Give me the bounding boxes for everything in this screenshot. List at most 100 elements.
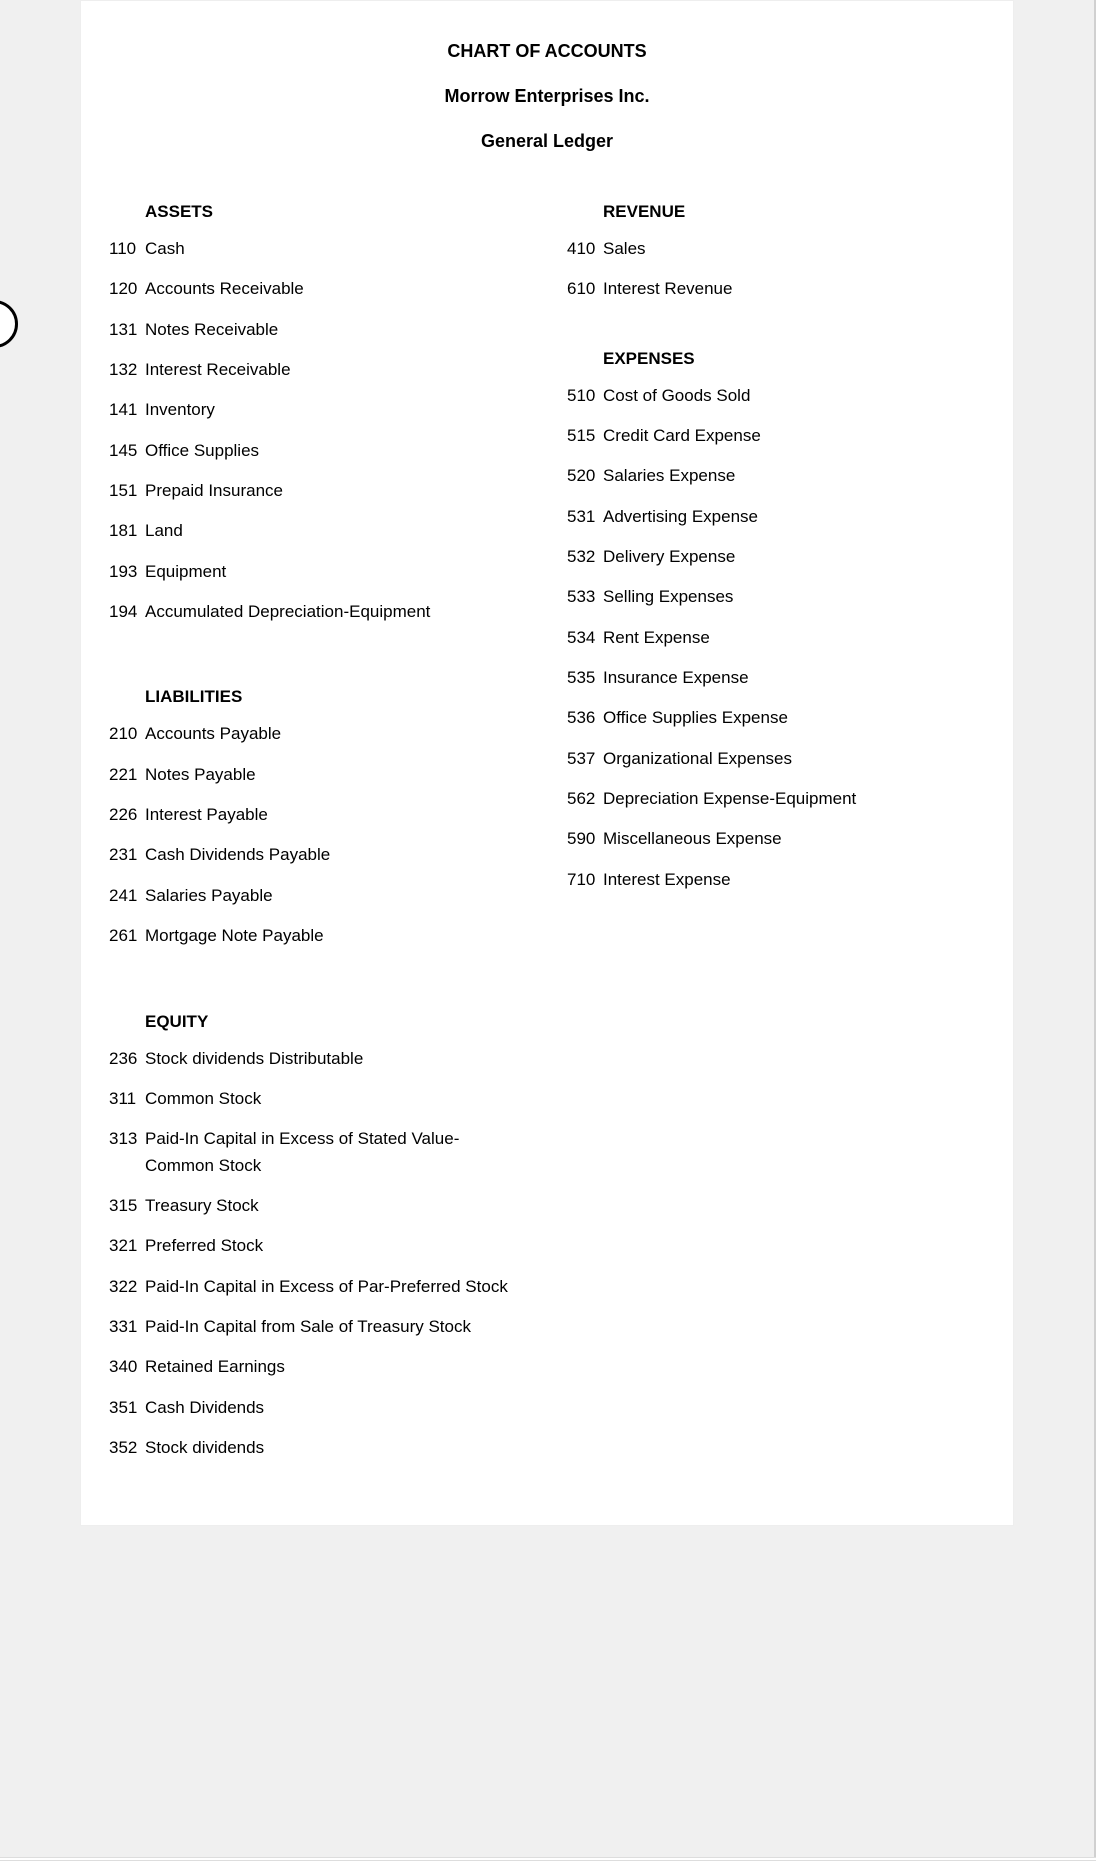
- account-number: 313: [109, 1126, 145, 1152]
- account-number: 537: [567, 746, 603, 772]
- account-number: 710: [567, 867, 603, 893]
- account-row: 110Cash: [109, 236, 527, 262]
- account-name: Retained Earnings: [145, 1354, 527, 1380]
- section-heading-equity: EQUITY: [109, 1012, 527, 1032]
- account-number: 562: [567, 786, 603, 812]
- account-name: Interest Payable: [145, 802, 527, 828]
- account-name: Advertising Expense: [603, 504, 985, 530]
- account-number: 536: [567, 705, 603, 731]
- equity-list: 236Stock dividends Distributable 311Comm…: [109, 1046, 527, 1462]
- account-name: Common Stock: [145, 1086, 527, 1112]
- page-wrapper: CHART OF ACCOUNTS Morrow Enterprises Inc…: [0, 0, 1096, 1861]
- account-row: 321Preferred Stock: [109, 1233, 527, 1259]
- ledger-subtitle: General Ledger: [109, 131, 985, 152]
- bottom-divider: [0, 1857, 1096, 1861]
- section-gap: [109, 964, 527, 1006]
- account-name: Sales: [603, 236, 985, 262]
- account-row: 145Office Supplies: [109, 438, 527, 464]
- expenses-list: 510Cost of Goods Sold 515Credit Card Exp…: [567, 383, 985, 893]
- account-number: 331: [109, 1314, 145, 1340]
- chart-title: CHART OF ACCOUNTS: [109, 41, 985, 62]
- revenue-list: 410Sales 610Interest Revenue: [567, 236, 985, 303]
- left-column: ASSETS 110Cash 120Accounts Receivable 13…: [109, 202, 527, 1475]
- account-number: 532: [567, 544, 603, 570]
- account-name: Credit Card Expense: [603, 423, 985, 449]
- account-row: 261Mortgage Note Payable: [109, 923, 527, 949]
- account-row: 520Salaries Expense: [567, 463, 985, 489]
- account-row: 410Sales: [567, 236, 985, 262]
- account-number: 210: [109, 721, 145, 747]
- right-column: REVENUE 410Sales 610Interest Revenue EXP…: [567, 202, 985, 1475]
- account-row: 241Salaries Payable: [109, 883, 527, 909]
- account-name: Accounts Payable: [145, 721, 527, 747]
- account-name: Cash Dividends Payable: [145, 842, 527, 868]
- account-number: 534: [567, 625, 603, 651]
- account-name: Cost of Goods Sold: [603, 383, 985, 409]
- account-name: Mortgage Note Payable: [145, 923, 527, 949]
- account-name: Stock dividends Distributable: [145, 1046, 527, 1072]
- account-name: Organizational Expenses: [603, 746, 985, 772]
- accounts-columns: ASSETS 110Cash 120Accounts Receivable 13…: [109, 202, 985, 1475]
- account-name: Cash Dividends: [145, 1395, 527, 1421]
- account-number: 145: [109, 438, 145, 464]
- account-row: 315Treasury Stock: [109, 1193, 527, 1219]
- account-name: Salaries Expense: [603, 463, 985, 489]
- account-row: 534Rent Expense: [567, 625, 985, 651]
- account-row: 536Office Supplies Expense: [567, 705, 985, 731]
- account-row: 151Prepaid Insurance: [109, 478, 527, 504]
- section-gap: [109, 639, 527, 681]
- account-name: Cash: [145, 236, 527, 262]
- account-number: 515: [567, 423, 603, 449]
- account-row: 352Stock dividends: [109, 1435, 527, 1461]
- assets-list: 110Cash 120Accounts Receivable 131Notes …: [109, 236, 527, 625]
- account-number: 131: [109, 317, 145, 343]
- account-row: 132Interest Receivable: [109, 357, 527, 383]
- section-heading-revenue: REVENUE: [567, 202, 985, 222]
- account-number: 531: [567, 504, 603, 530]
- account-name: Preferred Stock: [145, 1233, 527, 1259]
- account-row: 537Organizational Expenses: [567, 746, 985, 772]
- account-number: 261: [109, 923, 145, 949]
- account-row: 510Cost of Goods Sold: [567, 383, 985, 409]
- account-name: Treasury Stock: [145, 1193, 527, 1219]
- account-row: 590Miscellaneous Expense: [567, 826, 985, 852]
- account-name: Equipment: [145, 559, 527, 585]
- account-number: 311: [109, 1086, 145, 1112]
- account-name: Paid-In Capital in Excess of Par-Preferr…: [145, 1274, 527, 1300]
- account-number: 315: [109, 1193, 145, 1219]
- account-name: Delivery Expense: [603, 544, 985, 570]
- account-number: 520: [567, 463, 603, 489]
- section-heading-assets: ASSETS: [109, 202, 527, 222]
- account-number: 410: [567, 236, 603, 262]
- account-name: Insurance Expense: [603, 665, 985, 691]
- account-number: 132: [109, 357, 145, 383]
- account-row: 131Notes Receivable: [109, 317, 527, 343]
- account-number: 226: [109, 802, 145, 828]
- account-name: Selling Expenses: [603, 584, 985, 610]
- account-name: Miscellaneous Expense: [603, 826, 985, 852]
- account-row: 340Retained Earnings: [109, 1354, 527, 1380]
- account-name: Rent Expense: [603, 625, 985, 651]
- account-row: 236Stock dividends Distributable: [109, 1046, 527, 1072]
- account-row: 141Inventory: [109, 397, 527, 423]
- account-row: 710Interest Expense: [567, 867, 985, 893]
- section-heading-expenses: EXPENSES: [567, 349, 985, 369]
- page-background: CHART OF ACCOUNTS Morrow Enterprises Inc…: [0, 0, 1096, 1857]
- account-name: Interest Expense: [603, 867, 985, 893]
- account-number: 590: [567, 826, 603, 852]
- account-row: 221Notes Payable: [109, 762, 527, 788]
- section-heading-liabilities: LIABILITIES: [109, 687, 527, 707]
- account-number: 221: [109, 762, 145, 788]
- account-number: 535: [567, 665, 603, 691]
- account-number: 181: [109, 518, 145, 544]
- account-name: Stock dividends: [145, 1435, 527, 1461]
- chart-card: CHART OF ACCOUNTS Morrow Enterprises Inc…: [80, 0, 1014, 1526]
- account-row: 231Cash Dividends Payable: [109, 842, 527, 868]
- account-number: 194: [109, 599, 145, 625]
- account-name: Office Supplies Expense: [603, 705, 985, 731]
- account-name: Accumulated Depreciation-Equipment: [145, 599, 527, 625]
- account-row: 181Land: [109, 518, 527, 544]
- account-row: 531Advertising Expense: [567, 504, 985, 530]
- account-number: 352: [109, 1435, 145, 1461]
- account-row: 322Paid-In Capital in Excess of Par-Pref…: [109, 1274, 527, 1300]
